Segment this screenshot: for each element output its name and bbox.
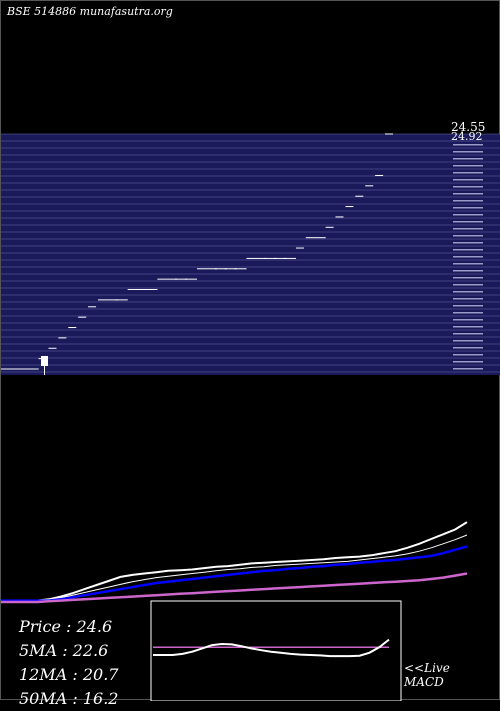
price-label-tick [453, 340, 483, 342]
price-label-tick [453, 333, 483, 335]
macd-label: <<Live MACD [404, 661, 450, 689]
price-label-tick [453, 263, 483, 265]
price-band [1, 133, 500, 375]
price-label-tick [453, 249, 483, 251]
ma12-stat: 12MA : 20.7 [19, 665, 119, 684]
price-label-tick [453, 361, 483, 363]
price-label-tick [453, 277, 483, 279]
price-label-tick [453, 242, 483, 244]
price-label-tick [453, 172, 483, 174]
price-candles [1, 133, 393, 375]
chart-title: BSE 514886 munafasutra.org [7, 5, 173, 18]
price-label-tick [453, 193, 483, 195]
ma-line-12 [1, 534, 468, 602]
band-background [1, 134, 500, 375]
macd-line [153, 638, 390, 658]
price-label-tick [453, 200, 483, 202]
stats-panel: Price : 24.6 5MA : 22.6 12MA : 20.7 50MA… [19, 615, 118, 711]
price-label-tick [453, 207, 483, 209]
macd-frame [150, 600, 402, 701]
ma-line-blue [1, 545, 468, 602]
ma-line-5 [1, 521, 468, 602]
price-label-top: 24.55 [451, 120, 485, 134]
price-label-second: 24.92 [451, 130, 483, 143]
price-label-tick [453, 179, 483, 181]
macd-text: MACD [404, 675, 444, 689]
macd-panel [150, 600, 402, 701]
price-label-tick [453, 347, 483, 349]
ma50-stat: 50MA : 16.2 [19, 689, 119, 708]
moving-averages [1, 521, 468, 604]
price-label-tick [453, 235, 483, 237]
price-label-tick [453, 368, 483, 370]
price-label-tick [453, 326, 483, 328]
price-label-tick [453, 305, 483, 307]
price-label-tick [453, 312, 483, 314]
price-label-tick [453, 214, 483, 216]
price-label-tick [453, 298, 483, 300]
price-label-tick [453, 186, 483, 188]
price-label-tick [453, 319, 483, 321]
first-candle [41, 356, 48, 366]
live-label: <<Live [404, 661, 450, 675]
price-label-tick [453, 354, 483, 356]
price-stat: Price : 24.6 [19, 617, 113, 636]
ma-line-50 [1, 572, 468, 604]
price-label-tick [453, 151, 483, 153]
ma5-stat: 5MA : 22.6 [19, 641, 109, 660]
price-label-tick [453, 221, 483, 223]
price-label-tick [453, 291, 483, 293]
price-label-tick [453, 144, 483, 146]
price-label-tick [453, 158, 483, 160]
price-label-tick [453, 228, 483, 230]
price-label-tick [453, 165, 483, 167]
price-label-tick [453, 270, 483, 272]
price-label-tick [453, 284, 483, 286]
price-label-tick [453, 256, 483, 258]
